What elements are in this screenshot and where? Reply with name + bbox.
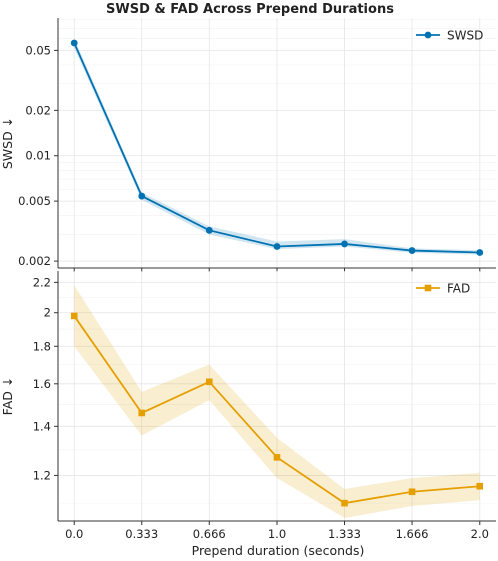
fad-y-tick-label: 2: [44, 306, 51, 320]
fad-data-point: [476, 482, 484, 490]
swsd-data-point: [341, 240, 348, 248]
swsd-y-tick-label: 0.005: [18, 194, 51, 208]
swsd-data-point: [70, 39, 78, 47]
fad-data-point: [408, 488, 416, 496]
x-tick-label: 0.333: [125, 527, 158, 541]
swsd-data-point: [408, 247, 416, 254]
fad-data-point: [273, 454, 281, 461]
swsd-data-point: [476, 249, 484, 256]
fad-y-axis-label: FAD ↓: [0, 377, 15, 416]
fad-legend-marker: [424, 284, 432, 292]
swsd-y-tick-label: 0.002: [18, 254, 51, 268]
fad-data-point: [341, 499, 348, 507]
swsd-panel: 0.002 0.005 0.01 0.02 0.05 SWSD ↓ SWSD: [0, 18, 496, 272]
fad-data-point: [70, 312, 78, 320]
x-tick-label: 0.0: [65, 527, 83, 541]
x-tick-label: 1.0: [268, 527, 286, 541]
fad-data-point: [205, 378, 213, 386]
swsd-legend: SWSD: [416, 29, 483, 43]
swsd-legend-marker: [424, 31, 432, 39]
swsd-y-tick-label: 0.05: [25, 43, 51, 57]
x-axis-label: Prepend duration (seconds): [192, 543, 365, 558]
fad-y-tick-label: 1.8: [33, 339, 51, 353]
fad-y-tick-label: 2.2: [33, 275, 51, 289]
fad-y-tick-label: 1.2: [33, 468, 51, 482]
chart-title: SWSD & FAD Across Prepend Durations: [106, 2, 394, 17]
swsd-legend-label: SWSD: [447, 29, 483, 43]
fad-panel: 1.2 1.4 1.6 1.8 2 2.2 FAD ↓ FAD 0.0 0.333 0.666 1.0…: [0, 271, 496, 541]
swsd-data-point: [205, 226, 213, 234]
fad-legend: FAD: [416, 282, 470, 296]
fad-confidence-band: [74, 285, 480, 518]
x-tick-label: 0.666: [193, 527, 226, 541]
swsd-data-point: [138, 192, 146, 200]
x-tick-label: 1.333: [328, 527, 361, 541]
swsd-y-tick-label: 0.02: [25, 103, 51, 117]
fad-y-tick-label: 1.4: [33, 419, 51, 433]
fad-data-point: [138, 409, 146, 417]
fad-legend-label: FAD: [447, 282, 470, 296]
swsd-data-point: [273, 243, 281, 250]
swsd-y-axis-label: SWSD ↓: [0, 117, 15, 169]
x-tick-label: 1.666: [396, 527, 429, 541]
fad-y-tick-label: 1.6: [33, 377, 51, 391]
x-tick-label: 2.0: [471, 527, 489, 541]
swsd-y-tick-label: 0.01: [25, 149, 51, 163]
